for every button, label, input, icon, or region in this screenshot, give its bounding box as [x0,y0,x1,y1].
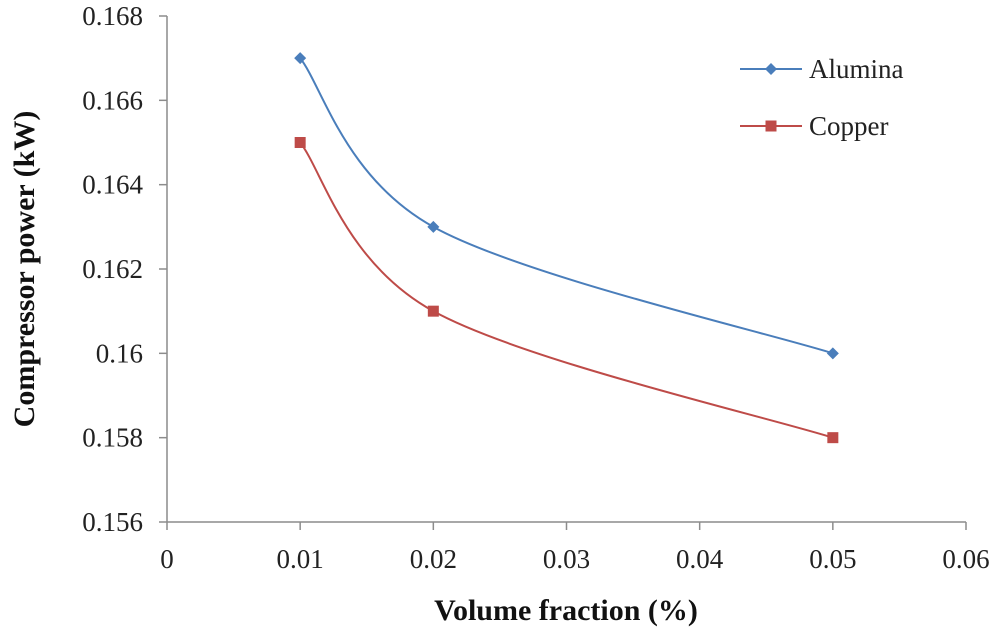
y-tick-label: 0.16 [96,338,143,368]
series-layer [294,52,839,444]
data-point-alumina [826,347,839,360]
y-tick-label: 0.156 [82,507,143,537]
y-tick-label: 0.168 [82,1,143,31]
x-axis-title: Volume fraction (%) [434,594,698,627]
legend-item-copper: Copper [740,111,888,141]
x-tick-label: 0.06 [942,544,989,574]
x-tick-label: 0.04 [676,544,724,574]
series-alumina [294,52,839,360]
series-line-alumina [299,57,834,355]
series-copper [294,137,839,444]
x-tick-label: 0 [160,544,174,574]
ticks: 0 0.01 0.02 0.03 0.04 0.05 0.06 0.156 0.158 0.16 0… [82,1,989,574]
x-tick-label: 0.01 [277,544,324,574]
legend: Alumina Copper [740,54,904,141]
x-tick-label: 0.05 [809,544,856,574]
legend-label: Alumina [809,54,904,84]
legend-marker [765,120,777,132]
data-point-alumina [294,52,307,65]
y-tick-label: 0.166 [82,85,143,115]
data-point-copper [294,137,306,148]
data-point-copper [427,305,439,317]
y-tick-label: 0.158 [82,423,143,453]
series-line-copper [299,141,834,439]
x-tick-label: 0.02 [410,544,457,574]
y-tick-label: 0.164 [82,170,143,200]
data-point-alumina [427,220,440,233]
y-axis-title: Compressor power (kW) [8,111,41,428]
y-tick-label: 0.162 [82,254,143,284]
axes [166,16,966,523]
data-point-copper [827,432,839,444]
x-tick-label: 0.03 [543,544,590,574]
legend-marker [765,63,777,75]
legend-label: Copper [809,111,888,141]
legend-item-alumina: Alumina [740,54,904,84]
